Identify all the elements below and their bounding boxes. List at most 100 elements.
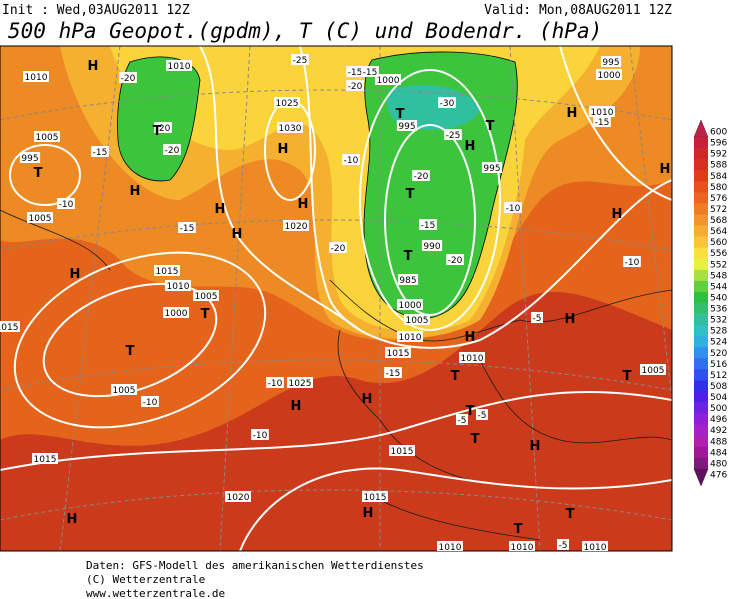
colorbar-swatch bbox=[694, 358, 708, 370]
isobar-label: 995 bbox=[483, 164, 500, 174]
isotherm-label: -15 bbox=[363, 68, 378, 78]
isobar-label-box bbox=[287, 377, 313, 388]
colorbar-label: 572 bbox=[710, 205, 727, 215]
pressure-center: T bbox=[451, 369, 460, 384]
isobar-label-box bbox=[0, 321, 20, 332]
pressure-center: T bbox=[201, 307, 210, 322]
colorbar-label: 532 bbox=[710, 316, 727, 326]
coastline bbox=[0, 209, 672, 541]
colorbar-swatch bbox=[694, 291, 708, 304]
isotherm-label-box bbox=[154, 122, 172, 133]
isobar-label: 1005 bbox=[113, 386, 136, 396]
isobar-label: 1010 bbox=[25, 73, 48, 83]
colorbar-label: 496 bbox=[710, 415, 727, 425]
isobar-label-box bbox=[154, 265, 180, 276]
colorbar-label: 504 bbox=[710, 393, 727, 403]
isobar-label-box bbox=[459, 352, 485, 363]
isobar-label-box bbox=[362, 491, 388, 502]
isobar-label: 995 bbox=[398, 122, 415, 132]
colorbar-label: 600 bbox=[710, 128, 727, 138]
isobar-label: 1010 bbox=[461, 354, 484, 364]
colorbar-swatch bbox=[694, 148, 708, 160]
isobar-label-box bbox=[600, 56, 622, 67]
footer-copyright: (C) Wetterzentrale bbox=[86, 573, 205, 586]
isotherm-label: -15 bbox=[595, 118, 610, 128]
isobar-label: 1030 bbox=[279, 124, 302, 134]
isobar-label-box bbox=[277, 122, 303, 133]
isobar-label: 1000 bbox=[598, 71, 621, 81]
isobar-label-box bbox=[582, 541, 608, 551]
isotherm-label-box bbox=[557, 539, 569, 550]
pressure-center: H bbox=[278, 142, 289, 157]
colorbar-label: 576 bbox=[710, 194, 727, 204]
isotherm-label: -15 bbox=[421, 221, 436, 231]
isotherm-label: -30 bbox=[440, 99, 455, 109]
colorbar-swatch bbox=[694, 325, 708, 337]
colorbar-swatch bbox=[694, 258, 708, 271]
colorbar-swatch bbox=[694, 314, 708, 326]
isotherm-label-box bbox=[178, 222, 196, 233]
colorbar-label: 484 bbox=[710, 448, 727, 458]
colorbar-label: 564 bbox=[710, 227, 727, 237]
isobar-label: 1010 bbox=[399, 333, 422, 343]
colorbar-label: 588 bbox=[710, 161, 727, 171]
colorbar-swatch bbox=[694, 247, 708, 260]
isotherm-label: -10 bbox=[268, 379, 283, 389]
isobar-label: 1015 bbox=[364, 493, 387, 503]
isobar-label-box bbox=[421, 240, 443, 251]
isobar-label: 1020 bbox=[285, 222, 308, 232]
colorbar-swatch bbox=[694, 170, 708, 182]
isobar-label-box bbox=[32, 453, 58, 464]
colorbar-swatch bbox=[694, 336, 708, 348]
colorbar-label: 488 bbox=[710, 437, 727, 447]
isobar-label: 1015 bbox=[391, 447, 414, 457]
pressure-center: H bbox=[362, 392, 373, 407]
pressure-center: H bbox=[465, 139, 476, 154]
isobar-label-box bbox=[193, 290, 219, 301]
isobar-label-box bbox=[509, 541, 535, 551]
pressure-center: T bbox=[126, 344, 135, 359]
graticule bbox=[0, 46, 672, 551]
isotherm-label-box bbox=[361, 66, 379, 77]
isotherm-label: -10 bbox=[253, 431, 268, 441]
colorbar-swatch bbox=[694, 214, 708, 226]
colorbar-label: 516 bbox=[710, 360, 727, 370]
isotherm-label: -10 bbox=[625, 258, 640, 268]
colorbar-swatch bbox=[694, 347, 708, 359]
colorbar-swatch bbox=[693, 119, 709, 138]
isotherm-label: -10 bbox=[59, 200, 74, 210]
isobar-label: 1010 bbox=[168, 62, 191, 72]
pressure-center: H bbox=[660, 162, 671, 177]
colorbar-swatch bbox=[694, 192, 708, 204]
map bbox=[0, 46, 672, 551]
isobar-label: 1000 bbox=[377, 76, 400, 86]
isobar-label: 1025 bbox=[276, 99, 299, 109]
isobar-label-box bbox=[640, 364, 666, 375]
isotherm-label-box bbox=[266, 377, 284, 388]
isotherm-label: -15 bbox=[93, 148, 108, 158]
isobar-label: 995 bbox=[21, 154, 38, 164]
pressure-center: T bbox=[406, 187, 415, 202]
isotherm-label-box bbox=[419, 219, 437, 230]
colorbar-label: 512 bbox=[710, 371, 727, 381]
isotherm-label: -10 bbox=[344, 156, 359, 166]
colorbar-swatch bbox=[694, 446, 708, 459]
colorbar-label: 548 bbox=[710, 271, 727, 281]
isotherm-label-box bbox=[444, 129, 462, 140]
pressure-center: T bbox=[404, 249, 413, 264]
isobar-label: 1005 bbox=[36, 133, 59, 143]
pressure-center: H bbox=[612, 207, 623, 222]
colorbar-swatch bbox=[694, 225, 708, 237]
isobar-label: 1020 bbox=[227, 493, 250, 503]
isobar-label-box bbox=[397, 331, 423, 342]
isobar-label-box bbox=[166, 60, 192, 71]
colorbar-swatch bbox=[694, 402, 708, 414]
isotherm-label: -10 bbox=[506, 204, 521, 214]
isotherm-label: -5 bbox=[559, 541, 568, 551]
isobar-label-box bbox=[437, 541, 463, 551]
isobar-label: 1015 bbox=[387, 349, 410, 359]
isotherm-label-box bbox=[57, 198, 75, 209]
isobar-label: 1010 bbox=[167, 282, 190, 292]
isobar-label: 1005 bbox=[406, 316, 429, 326]
colorbar-swatch bbox=[694, 369, 708, 381]
